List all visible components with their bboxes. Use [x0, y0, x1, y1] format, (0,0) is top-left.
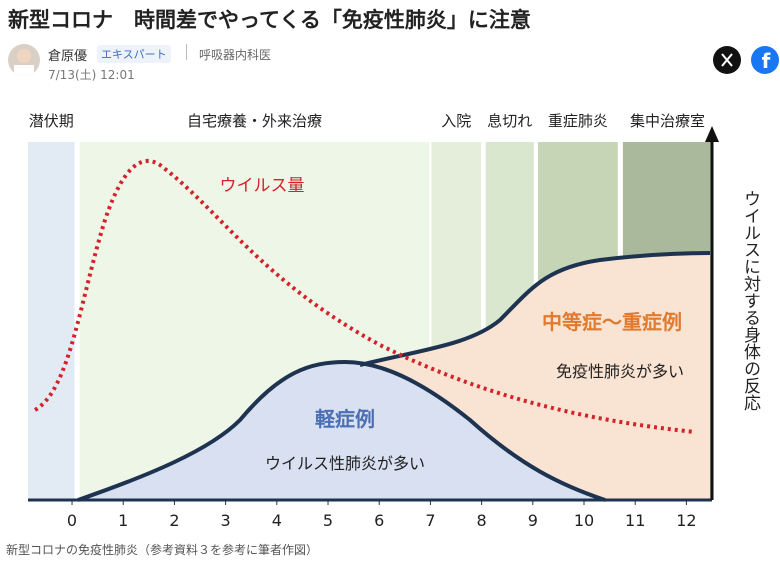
- phase-label: 潜伏期: [29, 112, 74, 130]
- job: 呼吸器内科医: [199, 48, 272, 62]
- author[interactable]: 倉原優: [48, 49, 88, 64]
- phase-label: 自宅療養・外来治療: [187, 112, 322, 130]
- x-tick-label: 5: [323, 511, 333, 530]
- mild-label: 軽症例: [315, 407, 375, 431]
- x-tick-label: 6: [374, 511, 384, 530]
- mild-area: [78, 362, 605, 500]
- x-tick-label: 1: [118, 511, 128, 530]
- x-tick-label: 0: [67, 511, 77, 530]
- share-x[interactable]: [713, 46, 741, 74]
- severe-curve: [359, 251, 711, 367]
- x-tick-label: 12: [676, 511, 696, 530]
- x-tick-label: 4: [272, 511, 282, 530]
- severe-note: 免疫性肺炎が多い: [556, 362, 684, 381]
- y-axis-arrow: [705, 126, 719, 142]
- phase-label: 重症肺炎: [548, 112, 608, 130]
- separator: [186, 44, 187, 60]
- x-tick-label: 8: [477, 511, 487, 530]
- caption: 新型コロナの免疫性肺炎（参考資料３を参考に筆者作図）: [6, 543, 319, 557]
- severe-label: 中等症～重症例: [542, 310, 682, 334]
- date: 7/13(土) 12:01: [48, 68, 135, 82]
- avatar[interactable]: [8, 44, 40, 76]
- article-title: 新型コロナ 時間差でやってくる「免疫性肺炎」に注意: [8, 8, 531, 32]
- x-tick-label: 7: [425, 511, 435, 530]
- mild-note: ウイルス性肺炎が多い: [265, 454, 425, 473]
- virus-curve: [33, 158, 696, 434]
- x-tick-label: 2: [169, 511, 179, 530]
- svg-text:f: f: [762, 49, 771, 73]
- x-tick-label: 10: [574, 511, 594, 530]
- phase-label: 集中治療室: [630, 112, 705, 130]
- virus-label: ウイルス量: [220, 176, 305, 196]
- mild-curve: [77, 359, 606, 502]
- phase-label: 入院: [441, 112, 471, 130]
- x-tick-label: 11: [625, 511, 645, 530]
- expert-badge: エキスパート: [97, 45, 171, 63]
- x-tick-label: 3: [221, 511, 231, 530]
- y-axis-label: ウイルスに対する身体の反応: [740, 190, 761, 411]
- share-facebook[interactable]: f: [751, 46, 779, 74]
- phase-band: [28, 142, 75, 500]
- x-tick-label: 9: [528, 511, 538, 530]
- chart: ウイルス量 中等症～重症例 免疫性肺炎が多い 軽症例 ウイルス性肺炎が多い ウイ…: [28, 112, 761, 530]
- phase-label: 息切れ: [487, 112, 532, 130]
